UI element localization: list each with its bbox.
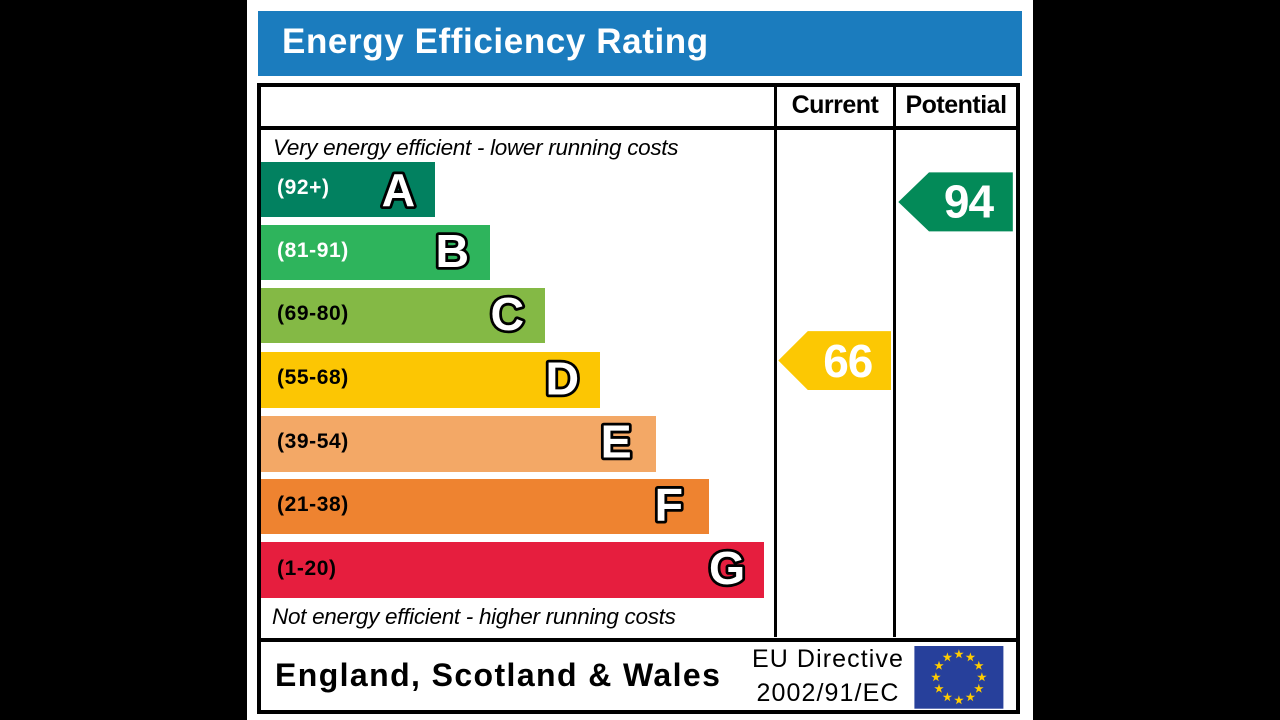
svg-text:F: F [655,479,683,531]
svg-text:E: E [601,416,632,468]
svg-text:94: 94 [944,175,995,227]
svg-text:A: A [382,164,416,216]
svg-text:D: D [546,352,580,404]
svg-text:C: C [491,288,525,340]
svg-text:G: G [709,542,745,594]
svg-text:66: 66 [823,335,872,387]
svg-text:B: B [436,225,470,277]
